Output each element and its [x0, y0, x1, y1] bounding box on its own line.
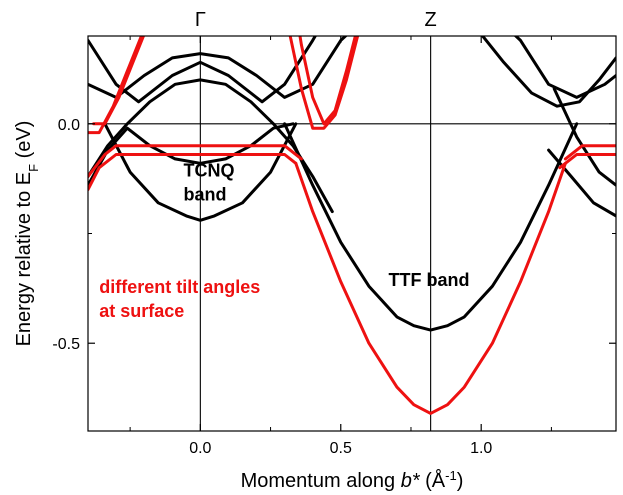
band-curve-12	[294, 161, 567, 415]
annotations: TCNQ band TTF band different tilt angles at …	[99, 160, 469, 320]
band-curves	[88, 36, 616, 415]
x-tick-label: 0.0	[189, 440, 211, 457]
y-axis-title-main: Energy relative to E	[13, 172, 35, 347]
x-axis-title-exp: -1	[445, 468, 457, 483]
x-axis-title: Momentum along b* (Å-1)	[241, 468, 464, 493]
band-curve-16	[92, 36, 146, 126]
band-curve-11	[88, 144, 303, 178]
band-curve-3	[480, 36, 616, 108]
y-axis-title-unit: (eV)	[13, 121, 35, 164]
band-curve-8	[547, 148, 616, 218]
y-tick-label: -0.5	[52, 336, 80, 353]
annotation-line-1: TTF band	[389, 270, 470, 290]
x-axis-title-var: b*	[401, 470, 421, 492]
band-curve-2	[88, 36, 317, 104]
band-curve-6	[103, 122, 298, 222]
y-axis-title: Energy relative to EF (eV)	[13, 121, 41, 347]
band-curve-10	[88, 153, 298, 192]
band-curve-18	[298, 36, 357, 126]
x-tick-label: 0.5	[330, 440, 352, 457]
band-curve-15	[88, 36, 144, 135]
axis-ticks: 0.0 0.5 1.0 0.0 -0.5	[52, 36, 616, 457]
y-tick-label: 0.0	[58, 117, 80, 134]
reference-lines	[88, 36, 616, 431]
band-curve-17	[288, 36, 360, 130]
x-axis-title-unit: (Å	[420, 469, 446, 492]
y-axis-title-sub: F	[26, 164, 41, 172]
x-tick-label: 1.0	[470, 440, 492, 457]
annotation-line-1: different tilt angles	[99, 277, 260, 297]
annotation-line-2: band	[183, 184, 226, 204]
x-axis-title-close: )	[457, 470, 464, 492]
symmetry-point-label: Z	[425, 9, 437, 31]
x-axis-title-prefix: Momentum along	[241, 470, 401, 492]
annotation-line-2: at surface	[99, 301, 184, 321]
band-curve-7	[283, 122, 579, 332]
band-curve-13	[558, 153, 616, 170]
band-curve-5	[88, 122, 295, 187]
band-curve-14	[563, 144, 616, 161]
band-curve-1	[88, 36, 616, 99]
annotation-line-1: TCNQ	[183, 160, 234, 180]
symmetry-point-label: Γ	[195, 9, 206, 31]
